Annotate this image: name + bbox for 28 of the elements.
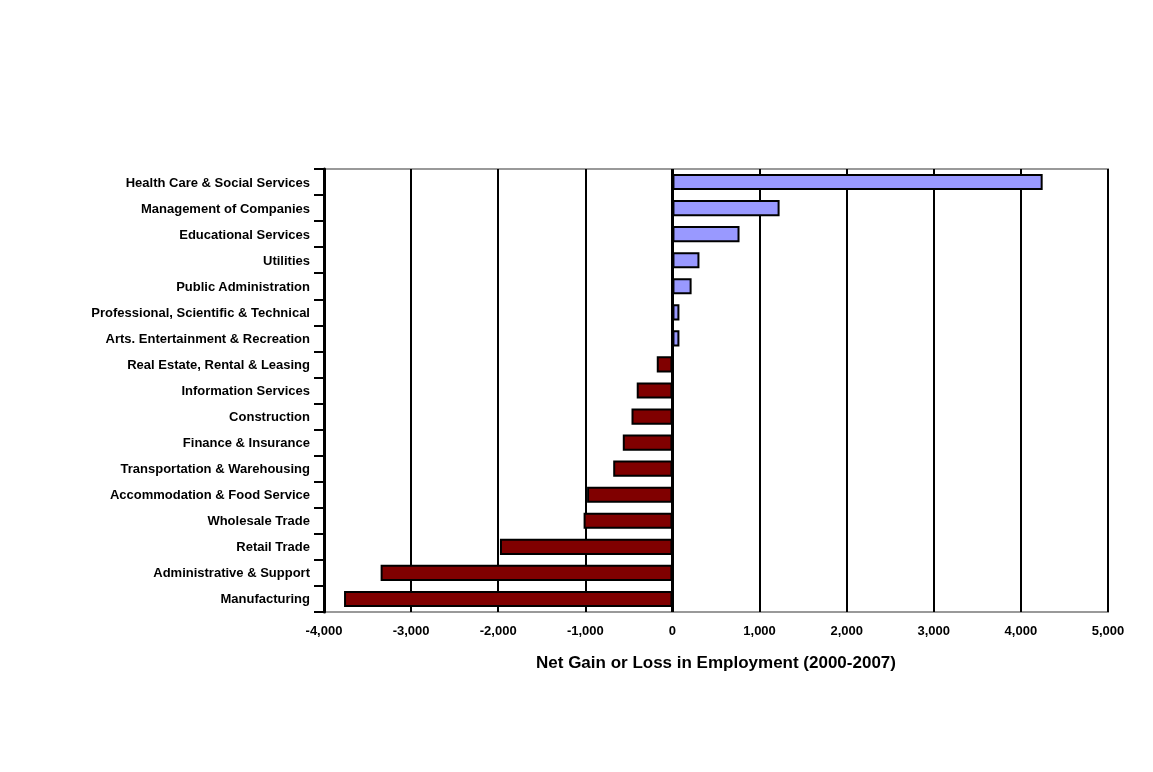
x-tick-label: 3,000 bbox=[917, 623, 951, 638]
y-tick-label: Information Services bbox=[181, 383, 310, 398]
x-tick-label: 0 bbox=[668, 623, 677, 638]
x-tick-label: 5,000 bbox=[1091, 623, 1125, 638]
x-tick-label: -3,000 bbox=[392, 623, 430, 638]
y-tick-label: Manufacturing bbox=[220, 591, 311, 607]
y-tick-label: Educational Services bbox=[179, 226, 310, 242]
y-tick-label: Health Care & Social Services bbox=[125, 174, 310, 190]
y-tick-label: Construction bbox=[229, 409, 311, 425]
x-tick-label: 2,000 bbox=[830, 623, 863, 638]
y-tick-label: Retail Trade bbox=[236, 539, 310, 555]
x-tick-label: -1,000 bbox=[566, 623, 604, 638]
y-tick-label: Wholesale Trade bbox=[207, 513, 310, 529]
x-axis-title: Net Gain or Loss in Employment (2000-2007) bbox=[536, 653, 896, 672]
y-tick-label: Arts. Entertainment & Recreation bbox=[105, 330, 311, 346]
y-tick-label: Management of Companies bbox=[140, 200, 310, 216]
x-tick-label: 4,000 bbox=[1004, 623, 1038, 638]
y-tick-label: Transportation & Warehousing bbox=[120, 461, 311, 477]
y-tick-label: Public Administration bbox=[176, 278, 311, 294]
x-tick-label: -4,000 bbox=[305, 623, 343, 638]
y-tick-label: Accommodation & Food Service bbox=[109, 487, 310, 503]
y-tick-label: Utilities bbox=[263, 252, 310, 268]
x-tick-label: -2,000 bbox=[479, 623, 517, 638]
y-tick-label: Finance & Insurance bbox=[182, 435, 310, 451]
y-tick-label: Professional, Scientific & Technical bbox=[91, 304, 310, 320]
x-tick-label: 1,000 bbox=[743, 623, 776, 638]
y-tick-label: Administrative & Support bbox=[153, 565, 311, 581]
y-tick-label: Real Estate, Rental & Leasing bbox=[127, 356, 311, 372]
